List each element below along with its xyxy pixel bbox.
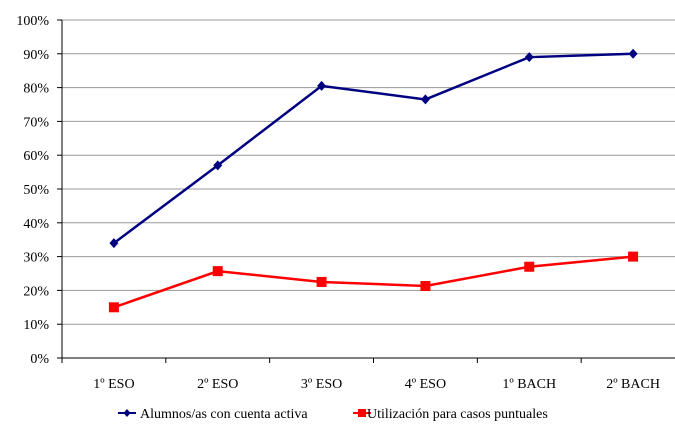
y-tick-label: 80% [23, 82, 49, 97]
x-tick-label: 2º BACH [606, 377, 660, 392]
data-point-square [212, 266, 223, 277]
x-tick-label: 1º BACH [502, 377, 556, 392]
y-tick-label: 100% [16, 14, 49, 29]
data-point-square [316, 276, 327, 287]
series-line-1 [113, 255, 634, 309]
y-tick-label: 0% [30, 352, 49, 367]
data-point-square [420, 281, 431, 292]
y-tick-label: 20% [23, 284, 49, 299]
data-point-square [108, 302, 119, 313]
legend-label-1: Utilización para casos puntuales [367, 407, 548, 422]
legend-label-0: Alumnos/as con cuenta activa [140, 407, 308, 422]
data-point-square [628, 251, 639, 262]
x-tick-label: 3º ESO [301, 377, 342, 392]
series-line-0 [113, 52, 634, 245]
grid-lines [62, 19, 675, 325]
y-tick-label: 50% [23, 183, 49, 198]
legend-marker-diamond [123, 409, 131, 417]
data-point-diamond [524, 52, 534, 63]
y-tick-label: 90% [23, 48, 49, 63]
legend: Alumnos/as con cuenta activa Utilización … [118, 407, 548, 422]
data-point-diamond [109, 238, 119, 249]
data-point-diamond [213, 160, 223, 171]
data-point-square [524, 261, 535, 272]
x-tick-labels: 1º ESO 2º ESO 3º ESO 4º ESO 1º BACH 2º BACH [61, 358, 660, 392]
x-tick-label: 1º ESO [93, 377, 134, 392]
y-tick-label: 10% [23, 318, 49, 333]
legend-marker-square [358, 409, 366, 417]
x-tick-label: 4º ESO [405, 377, 446, 392]
series-group [108, 48, 639, 313]
y-tick-labels: 0% 10% 20% 30% 40% 50% 60% 70% 80% 90% 100% [16, 14, 62, 367]
data-point-diamond [628, 48, 638, 59]
x-tick-label: 2º ESO [197, 377, 238, 392]
data-point-diamond [317, 80, 327, 91]
data-point-diamond [420, 94, 430, 105]
y-tick-label: 60% [23, 149, 49, 164]
y-tick-label: 70% [23, 115, 49, 130]
y-tick-label: 30% [23, 251, 49, 266]
y-tick-label: 40% [23, 217, 49, 232]
